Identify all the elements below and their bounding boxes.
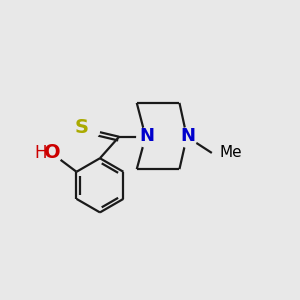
Text: O: O (44, 143, 60, 162)
Text: N: N (139, 127, 154, 145)
Text: S: S (75, 118, 89, 136)
Text: N: N (180, 127, 195, 145)
Text: Me: Me (219, 146, 242, 160)
Text: H: H (34, 144, 46, 162)
